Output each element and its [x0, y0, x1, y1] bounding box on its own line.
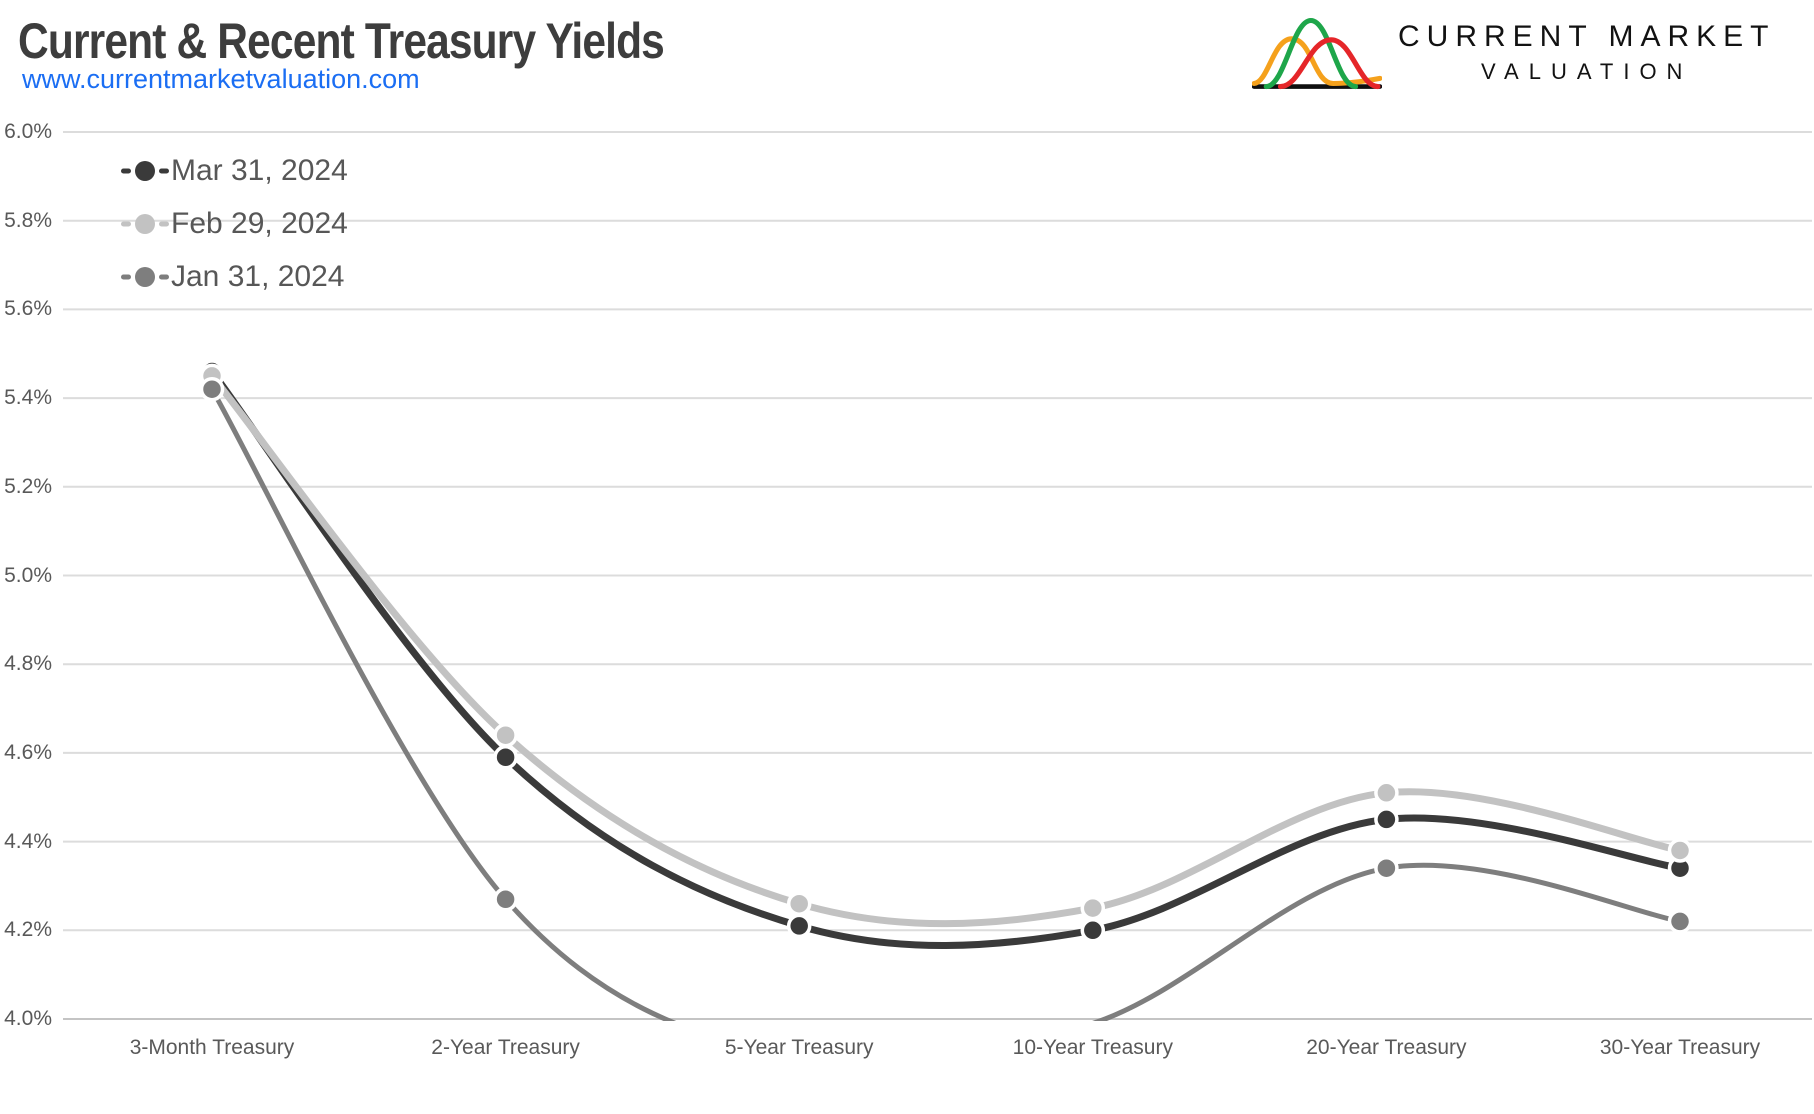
data-point-jan-31-2024 — [493, 887, 518, 912]
series-line-feb-29-2024 — [208, 372, 1684, 928]
data-point-jan-31-2024 — [1374, 855, 1399, 881]
data-point-feb-29-2024 — [493, 722, 518, 748]
y-axis-label: 5.4% — [4, 386, 52, 410]
bell-curves-icon — [1252, 17, 1382, 90]
y-axis-label: 5.6% — [4, 297, 52, 321]
y-axis-label: 5.2% — [4, 474, 52, 498]
y-axis-label: 5.0% — [4, 563, 52, 587]
data-point-feb-29-2024 — [786, 891, 812, 916]
legend-marker-icon — [121, 213, 169, 234]
logo-wordmark-line2: VALUATION — [1481, 58, 1693, 84]
series-line-mar-31-2024 — [208, 368, 1684, 950]
legend: Mar 31, 2024 Feb 29, 2024 Jan 31, 2024 — [121, 144, 348, 303]
data-point-mar-31-2024 — [493, 745, 518, 770]
x-axis-label: 3-Month Treasury — [129, 1036, 295, 1059]
x-axis-label: 5-Year Treasury — [724, 1036, 874, 1059]
x-axis-label: 10-Year Treasury — [1012, 1036, 1173, 1059]
data-point-feb-29-2024 — [1374, 780, 1399, 806]
data-point-jan-31-2024 — [199, 376, 225, 402]
legend-marker-icon — [121, 266, 169, 287]
y-axis-label: 4.0% — [4, 1007, 52, 1030]
y-axis-label: 4.6% — [4, 740, 52, 764]
y-axis-label: 6.0% — [4, 120, 52, 143]
data-point-mar-31-2024 — [1374, 807, 1399, 832]
data-point-mar-31-2024 — [1080, 918, 1106, 943]
legend-label: Feb 29, 2024 — [171, 206, 348, 240]
page-title: Current & Recent Treasury Yields — [18, 13, 665, 69]
x-axis-label: 2-Year Treasury — [431, 1036, 580, 1059]
legend-item: Mar 31, 2024 — [121, 144, 348, 197]
legend-marker-icon — [121, 160, 169, 181]
logo-wordmark: CURRENT MARKET VALUATION — [1398, 20, 1775, 85]
logo-wordmark-line1: CURRENT MARKET — [1398, 19, 1776, 53]
legend-item: Feb 29, 2024 — [121, 197, 348, 250]
y-axis-label: 4.2% — [4, 918, 52, 942]
brand-logo: CURRENT MARKET VALUATION — [1252, 12, 1775, 92]
data-point-jan-31-2024 — [1667, 909, 1693, 934]
legend-label: Mar 31, 2024 — [171, 153, 348, 187]
x-axis-label: 30-Year Treasury — [1599, 1036, 1761, 1059]
y-axis-label: 5.8% — [4, 208, 52, 232]
website-link[interactable]: www.currentmarketvaluation.com — [22, 64, 420, 94]
legend-item: Jan 31, 2024 — [121, 250, 348, 303]
legend-label: Jan 31, 2024 — [171, 259, 345, 293]
data-point-mar-31-2024 — [786, 913, 812, 939]
series-line-jan-31-2024 — [209, 386, 1683, 1021]
plot-area — [199, 359, 1693, 1021]
data-point-feb-29-2024 — [1667, 838, 1693, 863]
y-axis-label: 4.4% — [4, 829, 52, 853]
x-axis-label: 20-Year Treasury — [1306, 1036, 1467, 1059]
y-axis-label: 4.8% — [4, 652, 52, 676]
data-point-feb-29-2024 — [1080, 895, 1106, 921]
